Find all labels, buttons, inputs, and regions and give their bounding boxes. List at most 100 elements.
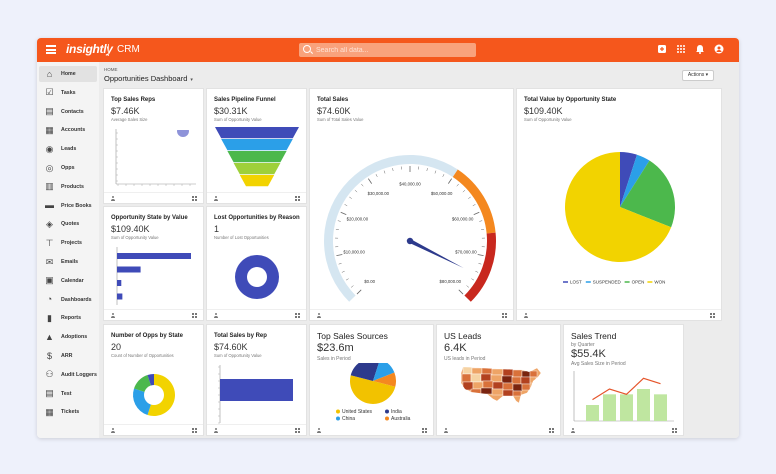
map-state (502, 389, 514, 397)
projects-icon: ⊤ (45, 237, 54, 248)
user-icon[interactable] (213, 313, 218, 318)
leads-icon: ◉ (45, 143, 54, 154)
sidebar-item-label: Tasks (61, 89, 76, 96)
sidebar-item-tasks[interactable]: ☑ Tasks (39, 85, 97, 101)
sidebar: ⌂ Home ☑ Tasks ▤ Contacts ▦ Accounts ◉ Leads ◎ Opps… (37, 62, 99, 438)
pie-slice (350, 363, 379, 381)
user-icon[interactable] (110, 428, 115, 433)
sidebar-item-products[interactable]: ▥ Products (39, 179, 97, 195)
table-view-icon[interactable] (549, 428, 554, 433)
map-state (529, 370, 538, 378)
table-view-icon[interactable] (295, 428, 300, 433)
notification-bell-icon[interactable] (695, 44, 705, 55)
sidebar-item-label: Quotes (61, 221, 80, 228)
card-title: Opportunity State by Value (111, 215, 188, 221)
table-view-icon[interactable] (192, 428, 197, 433)
search-input[interactable] (316, 43, 471, 57)
sidebar-item-dashboards[interactable]: ◔ Dashboards (39, 292, 97, 308)
table-view-icon[interactable] (192, 196, 197, 201)
actions-button[interactable]: Actions ▾ (682, 70, 714, 81)
table-view-icon[interactable] (295, 196, 300, 201)
card-title: Number of Opps by State (111, 333, 184, 339)
map-state (511, 376, 522, 385)
breadcrumb[interactable]: HOME (104, 67, 118, 72)
card-subtitle: Sum of Opportunity Value (524, 117, 572, 122)
bar (117, 253, 191, 259)
sidebar-item-price-books[interactable]: ▬ Price Books (39, 198, 97, 214)
funnel-stage (239, 175, 275, 187)
legend-label: WON (654, 280, 665, 285)
user-icon[interactable] (316, 313, 321, 318)
sidebar-item-audit-loggers[interactable]: ⚇ Audit Loggers (39, 367, 97, 383)
legend-label: India (391, 409, 402, 415)
apps-grid-icon[interactable] (676, 44, 686, 55)
sources-pie-chart: United States India China Australia (336, 363, 411, 422)
user-icon[interactable] (213, 428, 218, 433)
card-title: Sales Pipeline Funnel (214, 97, 276, 103)
user-account-icon[interactable] (714, 44, 724, 55)
card-subtitle: Count of Number of Opportunities (111, 353, 174, 358)
add-icon[interactable] (657, 44, 667, 55)
sidebar-item-label: Calendar (61, 277, 84, 284)
user-icon[interactable] (110, 196, 115, 201)
user-icon[interactable] (443, 428, 448, 433)
table-view-icon[interactable] (672, 428, 677, 433)
card-title: Total Sales by Rep (214, 333, 267, 339)
gauge-tick (426, 168, 428, 172)
sidebar-item-reports[interactable]: ▮ Reports (39, 310, 97, 326)
sidebar-item-label: Projects (61, 240, 82, 247)
user-icon[interactable] (213, 196, 218, 201)
bar (603, 394, 616, 421)
page-title: Opportunities Dashboard (104, 74, 188, 83)
gauge-tick (337, 220, 341, 222)
table-view-icon[interactable] (502, 313, 507, 318)
table-view-icon[interactable] (192, 313, 197, 318)
map-state (462, 381, 474, 391)
sidebar-item-tickets[interactable]: ▦ Tickets (39, 404, 97, 420)
sidebar-item-test[interactable]: ▤ Test (39, 386, 97, 402)
gauge-tick-label: $60,000.00 (452, 217, 474, 222)
sidebar-item-opps[interactable]: ◎ Opps (39, 160, 97, 176)
home-icon: ⌂ (46, 68, 53, 79)
card-subtitle: US leads in Period (444, 356, 486, 362)
map-state (480, 373, 492, 382)
sidebar-item-calendar[interactable]: ▣ Calendar (39, 273, 97, 289)
user-icon[interactable] (570, 428, 575, 433)
map-state (492, 381, 504, 390)
sidebar-item-leads[interactable]: ◉ Leads (39, 141, 97, 157)
card-title: Lost Opportunities by Reason (214, 215, 300, 221)
card-subtitle: Sum of Opportunity Value (214, 117, 262, 122)
sidebar-item-home[interactable]: ⌂ Home (39, 66, 97, 82)
card-subtitle: Average Sales Size (111, 117, 148, 122)
card-value: $109.40K (524, 106, 563, 116)
sidebar-item-adoptions[interactable]: ▲ Adoptions (39, 329, 97, 345)
user-icon[interactable] (523, 313, 528, 318)
bar (637, 389, 650, 421)
map-state (521, 383, 531, 391)
dashboard-title-dropdown[interactable]: Opportunities Dashboard ▾ (104, 74, 193, 83)
card-title: US Leads (444, 331, 482, 341)
gauge-tick (458, 289, 464, 295)
gauge-tick (392, 168, 394, 172)
sidebar-item-contacts[interactable]: ▤ Contacts (39, 104, 97, 120)
sidebar-item-projects[interactable]: ⊤ Projects (39, 235, 97, 251)
funnel-stage (227, 151, 287, 163)
product-name: CRM (117, 44, 140, 55)
user-icon[interactable] (316, 428, 321, 433)
user-icon[interactable] (110, 313, 115, 318)
sidebar-item-emails[interactable]: ✉ Emails (39, 254, 97, 270)
pie-slice (620, 154, 650, 207)
legend-label: United States (342, 409, 373, 415)
app-logo[interactable]: insightly (66, 42, 113, 56)
card-total-sales-by-rep: Total Sales by Rep $74.60K Sum of Opport… (206, 324, 307, 436)
sidebar-item-quotes[interactable]: ◈ Quotes (39, 216, 97, 232)
menu-icon[interactable] (46, 45, 56, 54)
table-view-icon[interactable] (710, 313, 715, 318)
accounts-icon: ▦ (45, 124, 54, 135)
sidebar-item-arr[interactable]: $ ARR (39, 348, 97, 364)
sidebar-item-accounts[interactable]: ▦ Accounts (39, 122, 97, 138)
search-box[interactable] (299, 43, 476, 57)
table-view-icon[interactable] (422, 428, 427, 433)
gauge-tick (478, 263, 482, 265)
table-view-icon[interactable] (295, 313, 300, 318)
